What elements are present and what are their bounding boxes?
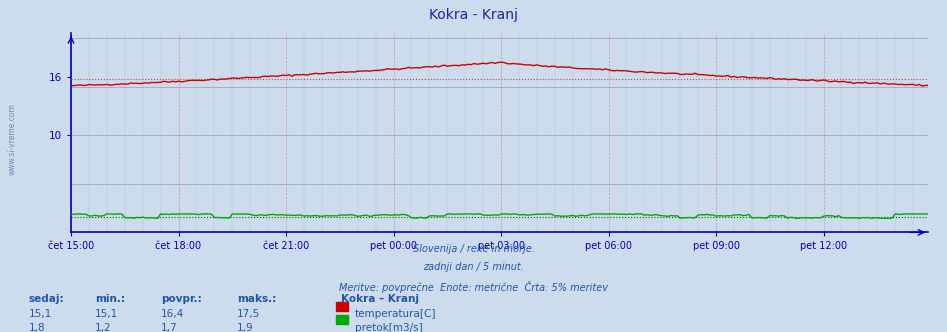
- Text: maks.:: maks.:: [237, 294, 276, 304]
- Text: www.si-vreme.com: www.si-vreme.com: [8, 104, 17, 175]
- Text: Meritve: povprečne  Enote: metrične  Črta: 5% meritev: Meritve: povprečne Enote: metrične Črta:…: [339, 281, 608, 292]
- Text: sedaj:: sedaj:: [28, 294, 64, 304]
- Text: 1,9: 1,9: [237, 323, 254, 332]
- Text: 1,8: 1,8: [28, 323, 45, 332]
- Text: 1,2: 1,2: [95, 323, 112, 332]
- Text: zadnji dan / 5 minut.: zadnji dan / 5 minut.: [423, 262, 524, 272]
- Text: 15,1: 15,1: [28, 309, 52, 319]
- Text: povpr.:: povpr.:: [161, 294, 202, 304]
- Text: 15,1: 15,1: [95, 309, 118, 319]
- Text: Kokra - Kranj: Kokra - Kranj: [429, 8, 518, 22]
- Text: Kokra – Kranj: Kokra – Kranj: [341, 294, 419, 304]
- Text: 17,5: 17,5: [237, 309, 260, 319]
- Text: temperatura[C]: temperatura[C]: [355, 309, 437, 319]
- Text: 1,7: 1,7: [161, 323, 178, 332]
- Text: pretok[m3/s]: pretok[m3/s]: [355, 323, 423, 332]
- Text: min.:: min.:: [95, 294, 125, 304]
- Text: 16,4: 16,4: [161, 309, 185, 319]
- Text: Slovenija / reke in morje.: Slovenija / reke in morje.: [413, 244, 534, 254]
